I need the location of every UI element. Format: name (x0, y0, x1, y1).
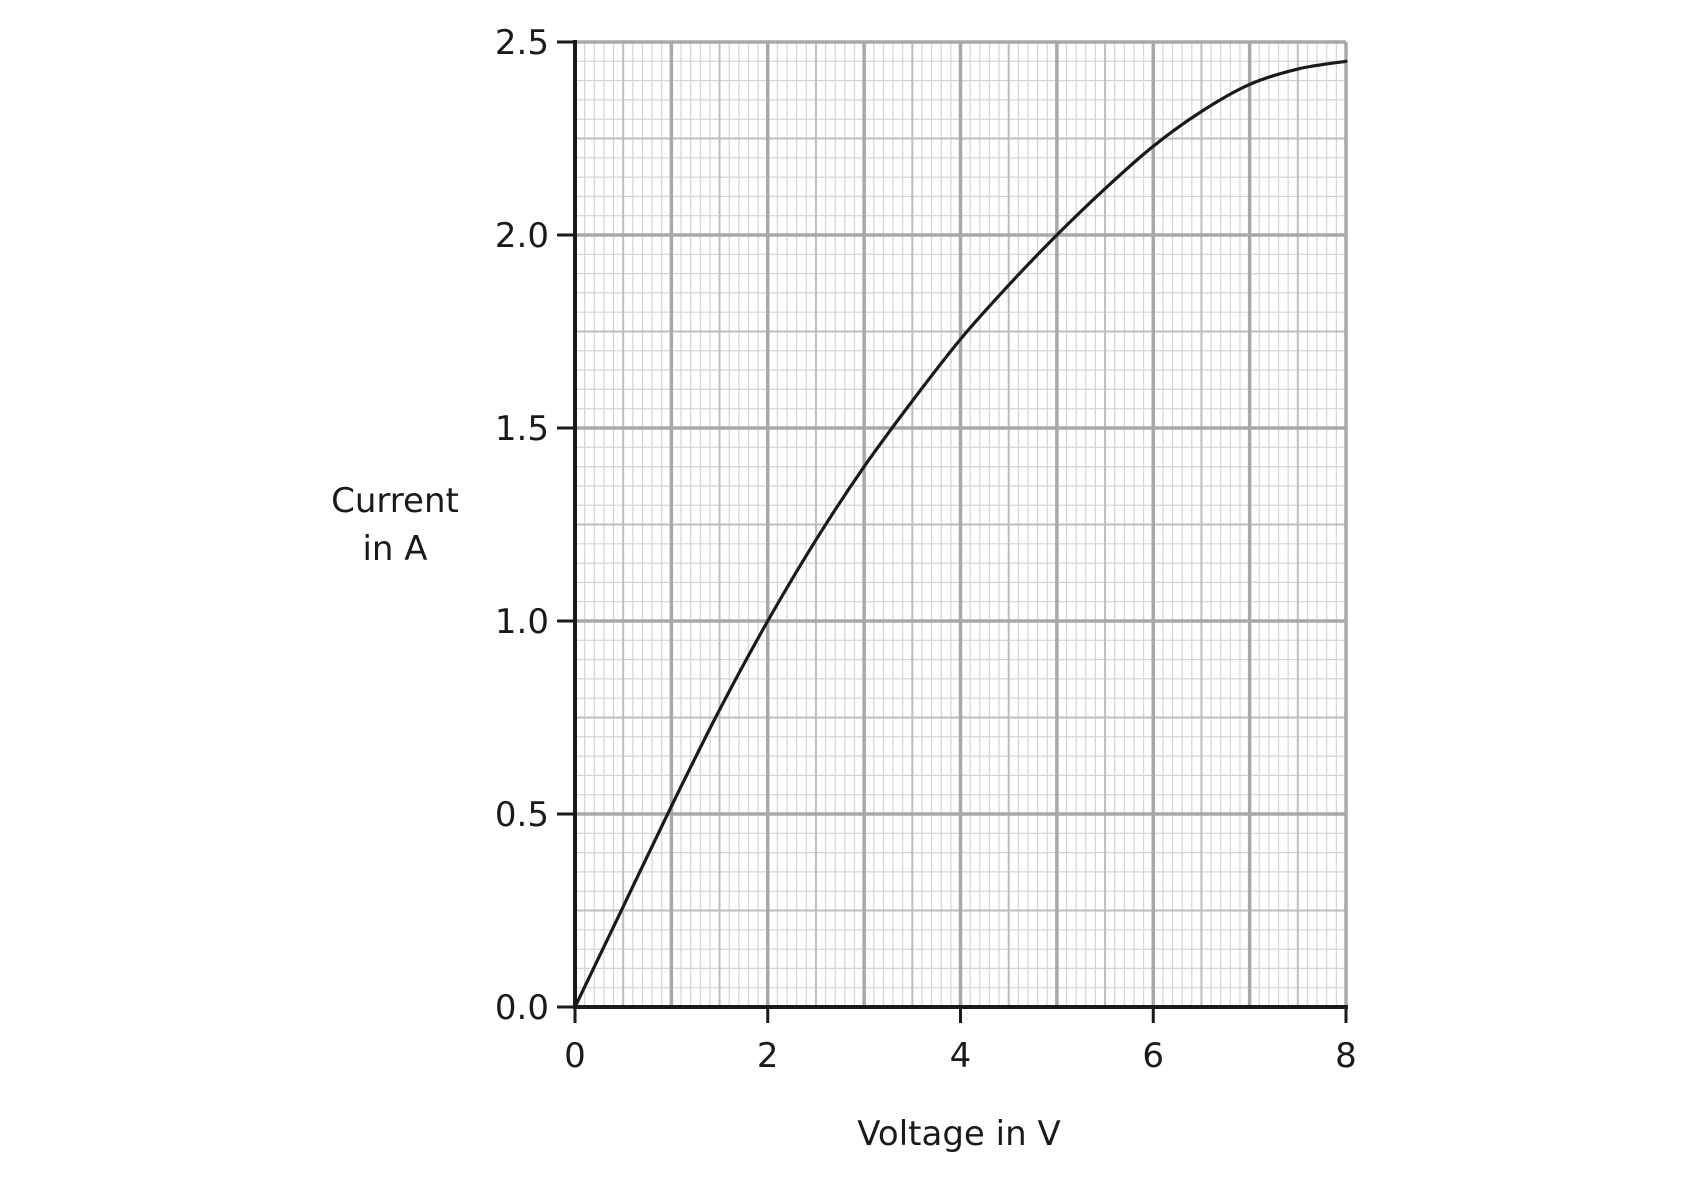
x-tick-label: 2 (757, 1036, 779, 1076)
x-tick-label: 0 (564, 1036, 586, 1076)
current-voltage-curve (573, 59, 1348, 1009)
y-tick-label: 0.0 (495, 988, 549, 1028)
series-layer (573, 59, 1348, 1009)
y-axis-title-line-2: in A (362, 529, 427, 569)
y-tick-label: 1.5 (495, 409, 549, 449)
y-tick-label: 2.0 (495, 216, 549, 256)
x-axis-title: Voltage in V (857, 1114, 1060, 1154)
y-tick-label: 1.0 (495, 602, 549, 642)
y-axis-title-line-1: Current (331, 481, 459, 521)
x-tick-label: 6 (1142, 1036, 1164, 1076)
y-tick-label: 2.5 (495, 23, 549, 63)
ticks: 0.0 0.5 1.0 1.5 2.0 2.5 0 2 4 6 8 (495, 23, 1357, 1076)
y-tick-label: 0.5 (495, 795, 549, 835)
x-tick-label: 4 (950, 1036, 972, 1076)
x-tick-label: 8 (1335, 1036, 1357, 1076)
